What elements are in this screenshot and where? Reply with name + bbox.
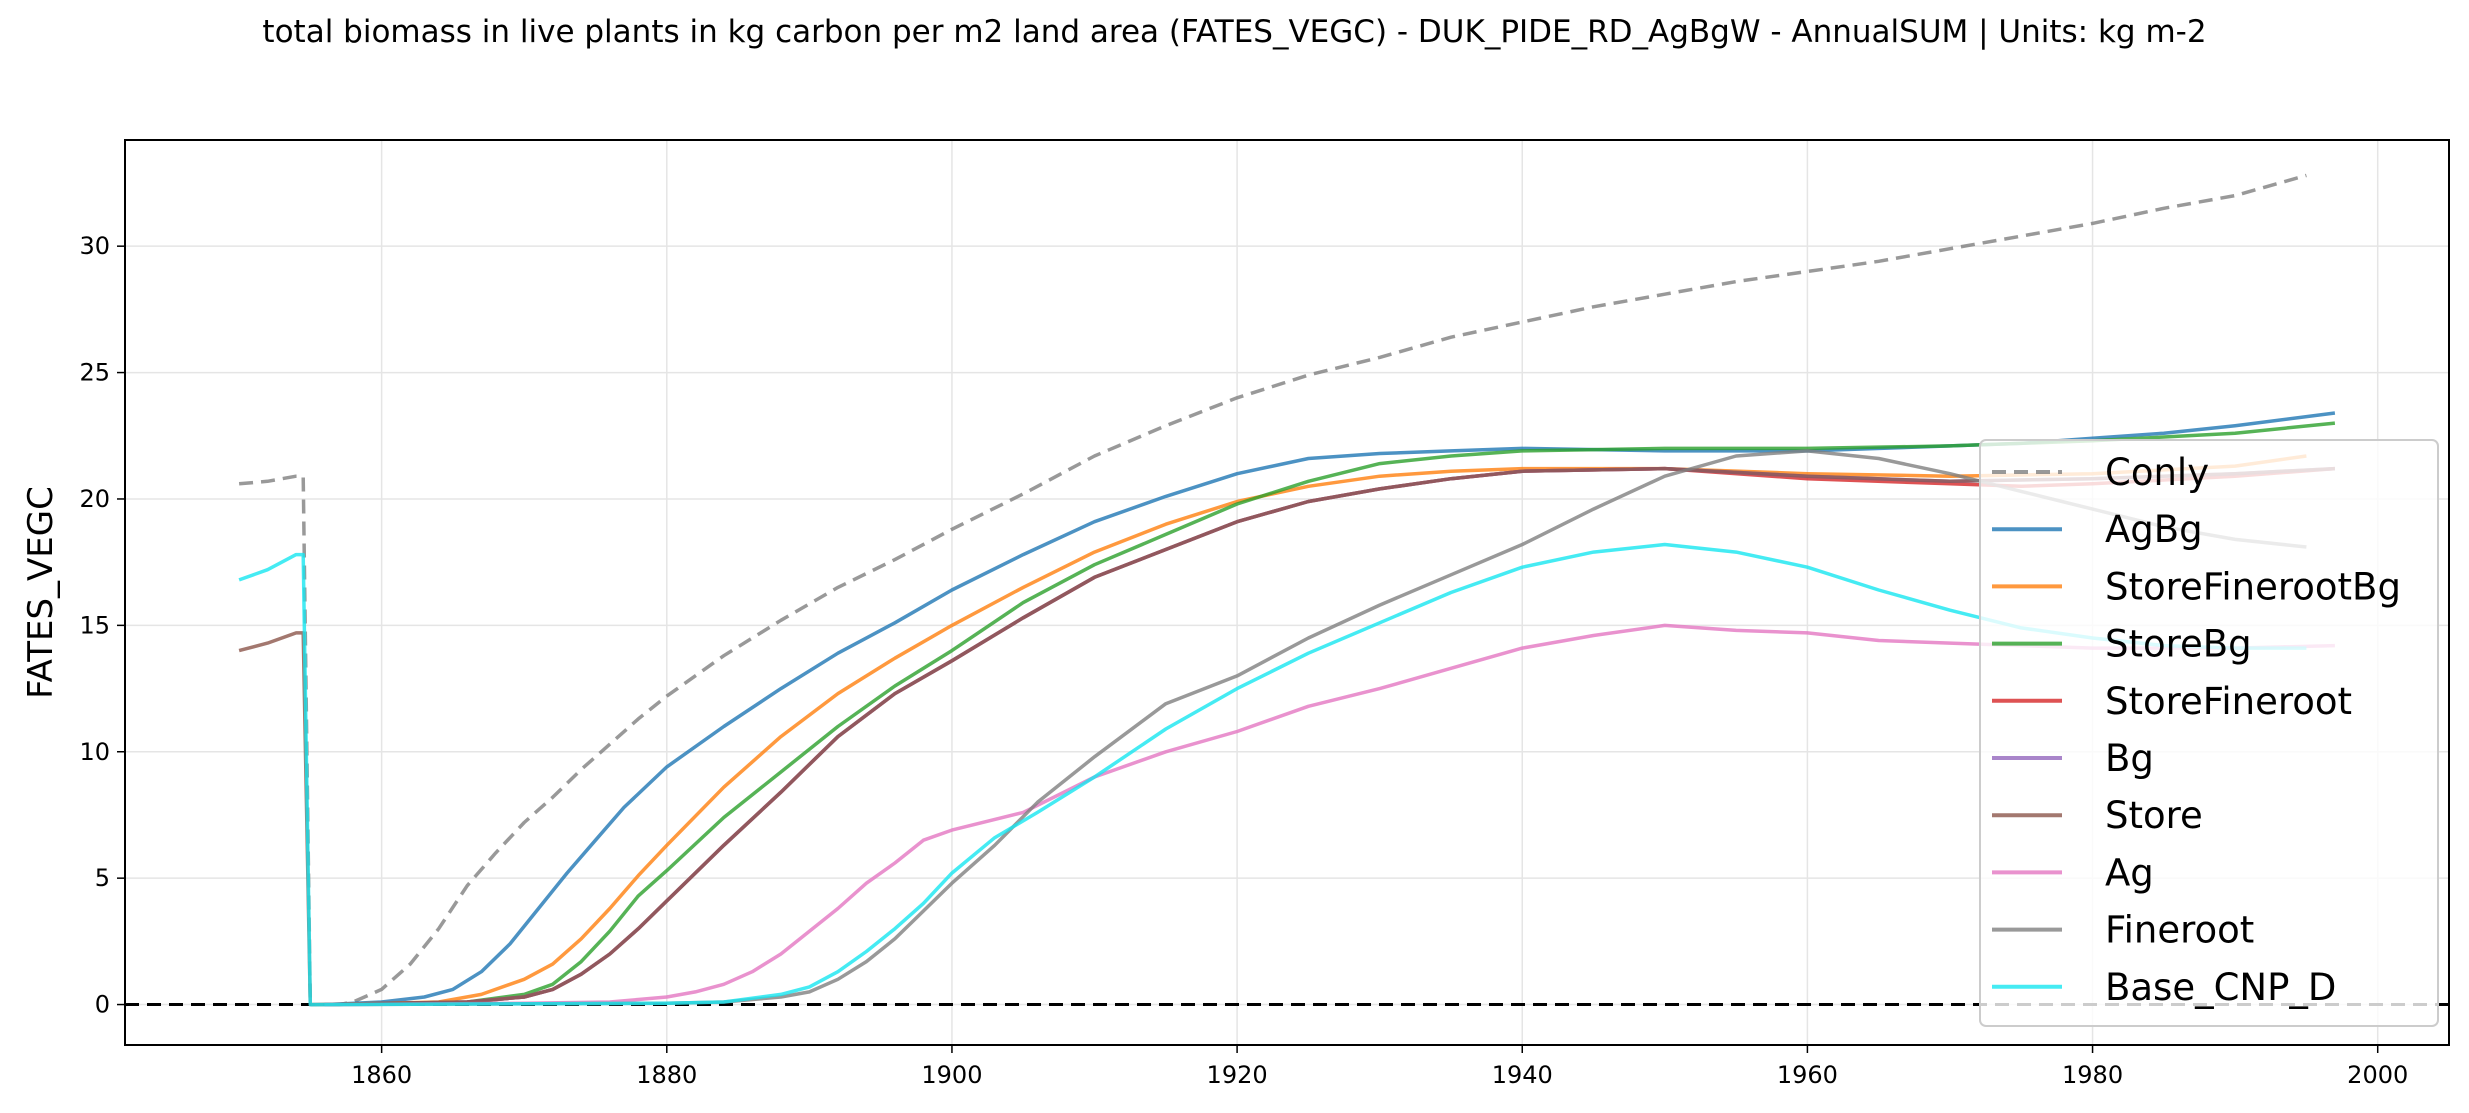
y-tick-label: 5 (95, 864, 110, 892)
series-line-base-cnp-d (238, 542, 2307, 1007)
series-lines (238, 173, 2336, 1007)
y-tick-label: 15 (79, 611, 110, 639)
x-tick-label: 1860 (351, 1061, 412, 1089)
axis-ticks: 1860 1880 1900 1920 1940 1960 1980 2000 0 5 10 15 20… (79, 232, 2408, 1089)
legend-label: Base_CNP_D (2105, 966, 2336, 1009)
series-line-conly (238, 173, 2307, 1007)
y-tick-label: 30 (79, 232, 110, 260)
y-tick-label: 20 (79, 485, 110, 513)
legend-label: Ag (2105, 851, 2154, 894)
legend-label: Bg (2105, 737, 2154, 780)
x-tick-label: 2000 (2347, 1061, 2408, 1089)
legend-label: Fineroot (2105, 909, 2254, 952)
y-tick-label: 10 (79, 738, 110, 766)
legend-label: StoreFineroot (2105, 680, 2352, 723)
x-tick-label: 1940 (1492, 1061, 1553, 1089)
y-axis-label: FATES_VEGC (21, 486, 61, 699)
x-tick-label: 1900 (921, 1061, 982, 1089)
y-tick-label: 0 (95, 991, 110, 1019)
legend-label: StoreFinerootBg (2105, 565, 2401, 608)
y-tick-label: 25 (79, 359, 110, 387)
series-line-fineroot (324, 449, 2307, 1007)
legend-label: Conly (2105, 451, 2209, 494)
series-line-storebg (324, 421, 2336, 1007)
legend-label: AgBg (2105, 508, 2203, 551)
chart-title: total biomass in live plants in kg carbo… (262, 14, 2207, 50)
x-tick-label: 1960 (1777, 1061, 1838, 1089)
x-tick-label: 1920 (1207, 1061, 1268, 1089)
x-tick-label: 1980 (2062, 1061, 2123, 1089)
legend-label: StoreBg (2105, 623, 2252, 666)
legend-label: Store (2105, 794, 2203, 837)
plot-frame (124, 139, 2450, 1046)
legend-box (1979, 439, 2439, 1027)
x-tick-label: 1880 (636, 1061, 697, 1089)
legend: ConlyAgBgStoreFinerootBgStoreBgStoreFine… (1979, 439, 2439, 1027)
